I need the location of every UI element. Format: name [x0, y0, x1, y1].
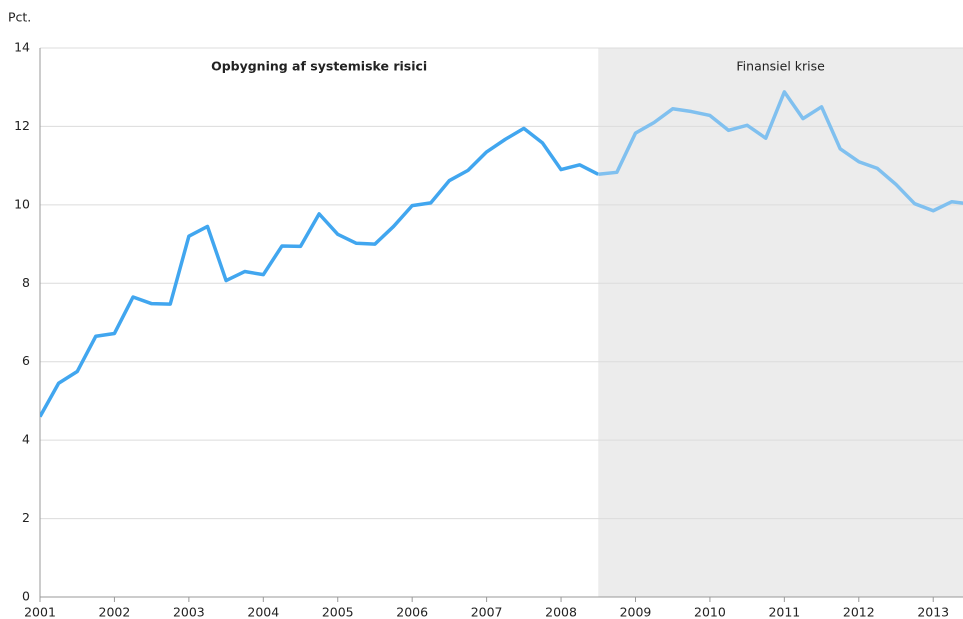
x-tick-label: 2013 — [917, 605, 949, 619]
y-tick-label: 14 — [14, 40, 30, 55]
data-line — [598, 90, 963, 213]
x-tick-label: 2008 — [545, 605, 577, 619]
x-tick-label: 2005 — [322, 605, 354, 619]
y-tick-label: 12 — [14, 118, 30, 133]
x-tick-label: 2012 — [843, 605, 875, 619]
x-tick-label: 2002 — [99, 605, 131, 619]
region-label: Finansiel krise — [736, 59, 825, 74]
region-label: Opbygning af systemiske risici — [211, 59, 427, 74]
x-tick-label: 2003 — [173, 605, 205, 619]
y-tick-label: 2 — [22, 510, 30, 525]
y-tick-label: 6 — [22, 353, 30, 368]
x-tick-label: 2001 — [24, 605, 56, 619]
background-layer — [598, 48, 963, 597]
y-tick-label: 4 — [22, 432, 30, 447]
x-tick-label: 2011 — [768, 605, 800, 619]
y-tick-label: 0 — [22, 589, 30, 604]
x-tick-label: 2009 — [620, 605, 652, 619]
y-tick-label: 10 — [14, 196, 30, 211]
y-tick-label: 8 — [22, 275, 30, 290]
y-axis-label: Pct. — [8, 10, 31, 25]
data-line — [40, 126, 600, 418]
x-tick-label: 2007 — [471, 605, 503, 619]
x-tick-label: 2004 — [247, 605, 279, 619]
shaded-region — [598, 48, 963, 597]
x-tick-label: 2010 — [694, 605, 726, 619]
x-tick-label: 2006 — [396, 605, 428, 619]
